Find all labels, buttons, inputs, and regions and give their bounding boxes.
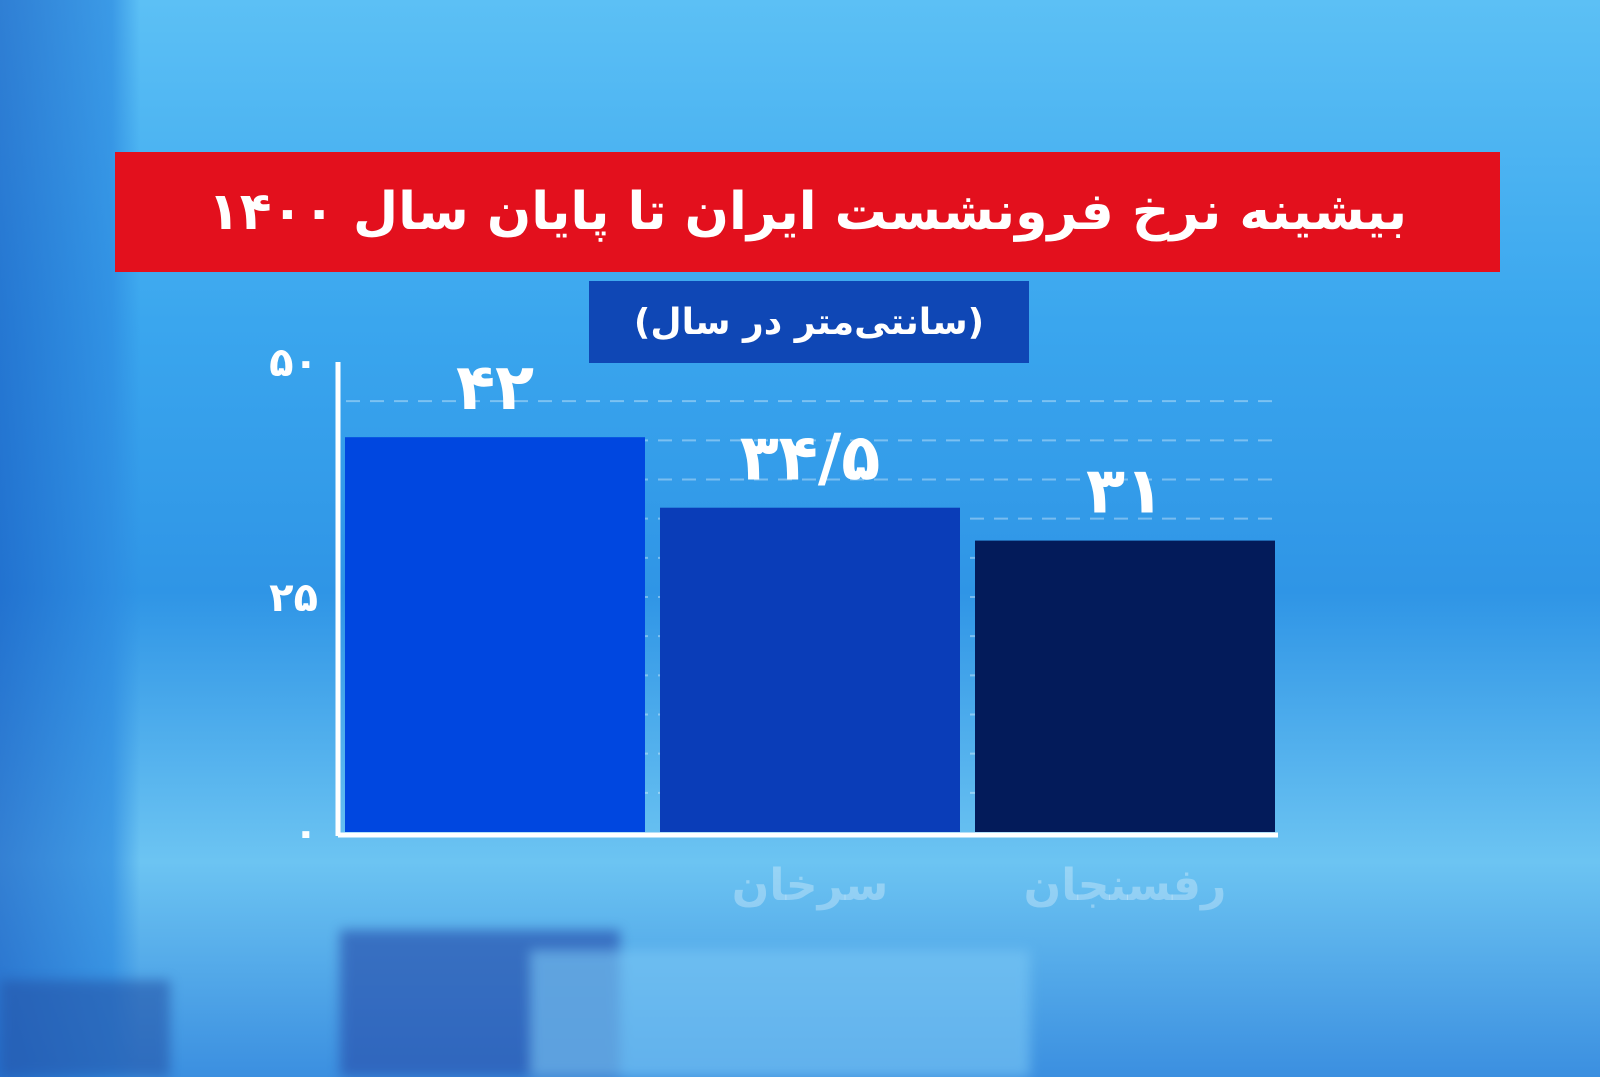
data-label: ۳۴/۵: [740, 422, 881, 496]
y-tick-label: ۲۵: [269, 575, 318, 621]
category-label: رفسنجان: [1024, 860, 1227, 911]
chart-subtitle: (سانتی‌متر در سال): [589, 281, 1029, 363]
y-tick-label: ۵۰: [269, 340, 318, 386]
category-label: سرخان: [732, 860, 888, 911]
bar: [975, 540, 1275, 832]
data-label: ۴۲: [456, 351, 534, 425]
background-blur: [530, 950, 1030, 1077]
data-label: ۳۱: [1086, 455, 1164, 529]
chart-title: بیشینه نرخ فرونشست ایران تا پایان سال ۱۴…: [115, 152, 1500, 272]
bar: [660, 507, 960, 832]
y-tick-label: ۰: [294, 810, 318, 856]
bar: [345, 437, 645, 832]
background-blur: [0, 980, 170, 1077]
